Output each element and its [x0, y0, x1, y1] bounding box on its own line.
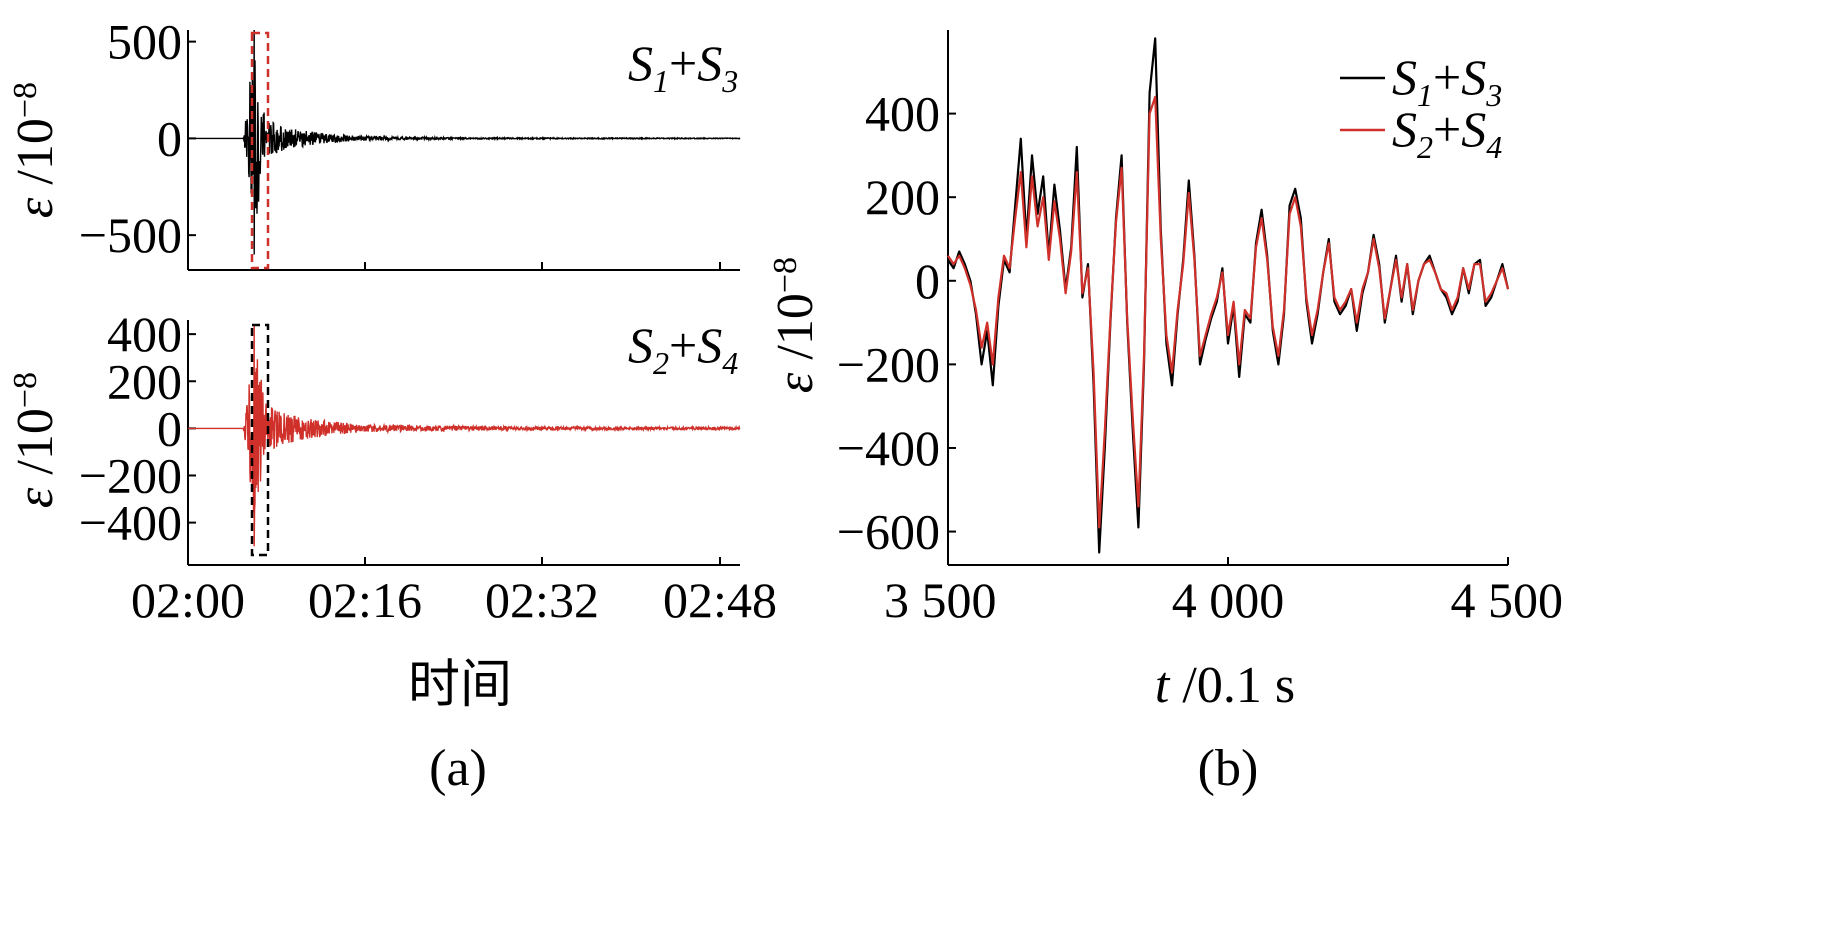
- y-axis-label-a-top: ε /10−8: [7, 82, 64, 218]
- legend-label-s2-s4: S2+S4: [1392, 101, 1502, 165]
- series-line-s2-s4: [947, 95, 1510, 529]
- highlight-box-a-top: [250, 31, 270, 270]
- panel-a-top: 500 0 −500 S1+S3 ε /10−8: [7, 14, 741, 271]
- x-axis-label-a: 时间: [408, 657, 512, 714]
- y-tick-label: −500: [79, 207, 182, 263]
- y-tick-label: −200: [837, 336, 940, 392]
- x-tick-label: 4 500: [1451, 572, 1564, 628]
- y-ticks-a-top: 500 0 −500: [79, 14, 196, 263]
- y-tick-label: −200: [79, 447, 182, 503]
- series-s1-s3-a-top: [188, 29, 741, 255]
- series-line-s1-s3: [947, 37, 1510, 554]
- x-ticks-a-bottom: 02:00 02:16 02:32 02:48: [131, 557, 777, 628]
- x-ticks-a-top: [187, 262, 721, 270]
- y-axis-label-a-bottom: ε /10−8: [7, 372, 64, 508]
- y-ticks-b: 400 200 0 −200 −400 −600: [837, 86, 956, 560]
- series-group-b: [947, 37, 1510, 554]
- panel-b: 3 500 4 000 4 500 400 200 0 −200 −400 −600 S1+S…: [767, 30, 1563, 714]
- y-axis-label-b: ε /10−8: [767, 257, 824, 393]
- series-label-a-top: S1+S3: [628, 35, 738, 99]
- y-tick-label: 200: [107, 353, 182, 409]
- x-tick-label: 02:16: [308, 572, 422, 628]
- y-tick-label: 0: [157, 110, 182, 166]
- y-tick-label: −400: [79, 495, 182, 551]
- legend-label-s1-s3: S1+S3: [1392, 49, 1502, 113]
- x-axis-label-b: t /0.1 s: [1155, 657, 1295, 714]
- x-tick-label: 02:00: [131, 572, 245, 628]
- x-tick-label: 02:48: [663, 572, 777, 628]
- x-tick-label: 02:32: [485, 572, 599, 628]
- caption-a: (a): [429, 740, 487, 797]
- y-tick-label: 500: [107, 14, 182, 70]
- y-tick-label: 0: [157, 400, 182, 456]
- x-tick-label: 3 500: [884, 572, 997, 628]
- y-tick-label: 400: [107, 306, 182, 362]
- y-tick-label: 0: [915, 253, 940, 309]
- y-tick-label: −600: [837, 504, 940, 560]
- y-tick-label: 400: [865, 86, 940, 142]
- y-tick-label: −400: [837, 420, 940, 476]
- x-ticks-b: 3 500 4 000 4 500: [884, 557, 1563, 628]
- y-tick-label: 200: [865, 169, 940, 225]
- series-s2-s4-a-bottom: [188, 324, 741, 547]
- caption-b: (b): [1198, 740, 1259, 797]
- highlight-box-a-bottom: [250, 323, 270, 557]
- series-label-a-bottom: S2+S4: [628, 317, 738, 381]
- legend-b: S1+S3 S2+S4: [1340, 49, 1502, 165]
- x-tick-label: 4 000: [1172, 572, 1285, 628]
